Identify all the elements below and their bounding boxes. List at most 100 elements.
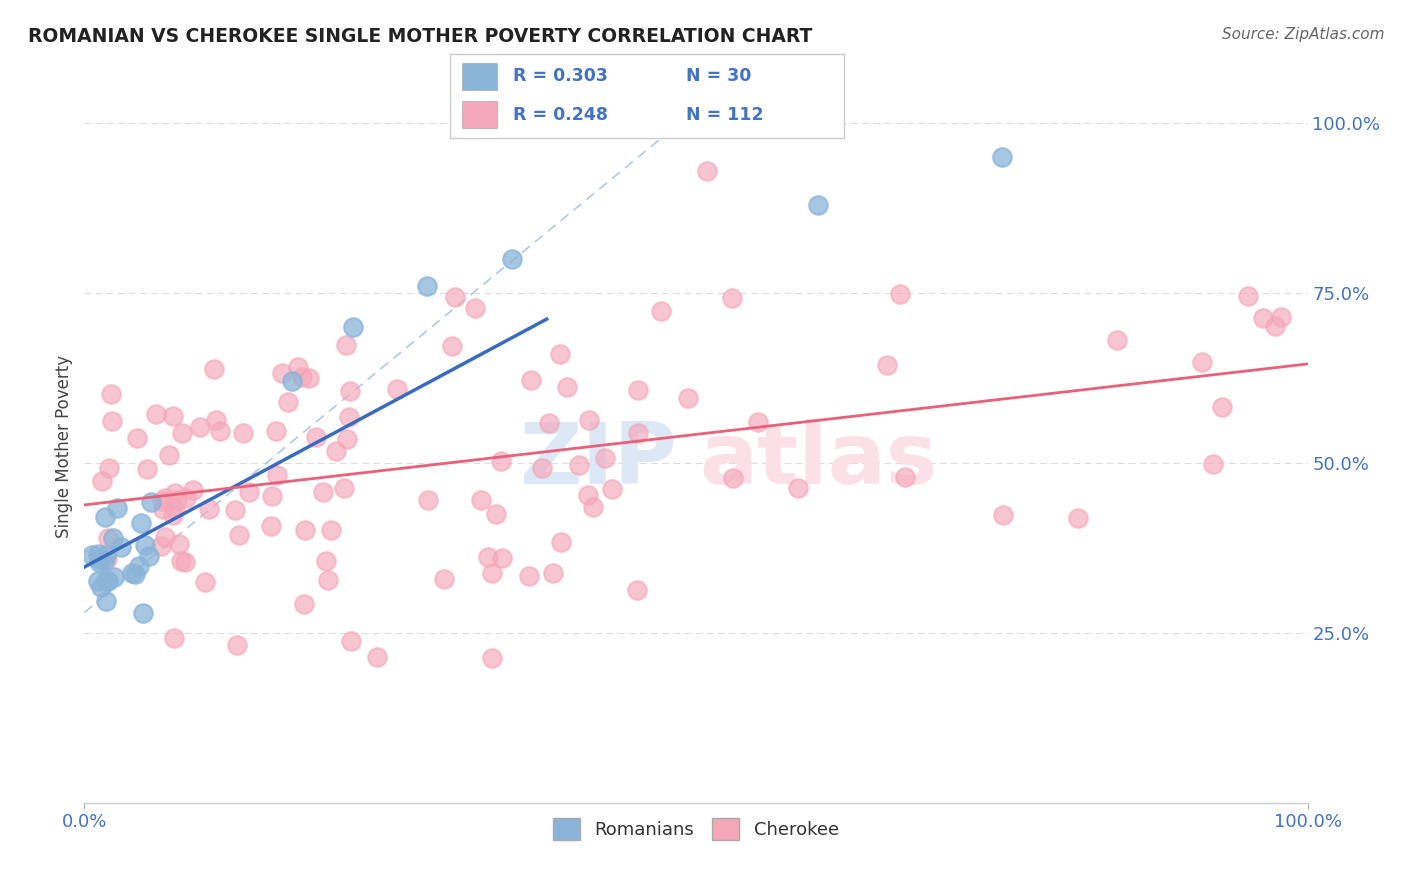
Point — [94, 594, 117, 608]
Point — [470, 492, 492, 507]
Point — [94, 510, 117, 524]
Point — [205, 413, 228, 427]
Point — [98, 461, 121, 475]
Point — [87, 555, 110, 569]
Point — [174, 555, 197, 569]
Point — [163, 502, 186, 516]
Point — [181, 483, 204, 497]
Point — [260, 519, 283, 533]
Point — [537, 417, 560, 431]
Text: R = 0.303: R = 0.303 — [513, 68, 607, 86]
Point — [94, 573, 117, 587]
Point — [695, 164, 717, 178]
Legend: Romanians, Cherokee: Romanians, Cherokee — [546, 811, 846, 847]
Point — [627, 425, 650, 440]
Point — [315, 554, 337, 568]
Point — [747, 415, 769, 429]
Point — [481, 566, 503, 581]
Point — [550, 347, 572, 361]
Point — [1201, 457, 1223, 471]
Bar — [461, 101, 498, 128]
Point — [163, 485, 186, 500]
Point — [135, 461, 157, 475]
Point — [157, 448, 180, 462]
Point — [208, 425, 231, 439]
Point — [162, 409, 184, 423]
Point — [103, 531, 125, 545]
Point — [541, 566, 564, 580]
Point — [807, 198, 830, 212]
Point — [889, 286, 911, 301]
Point — [131, 606, 153, 620]
Point — [139, 495, 162, 509]
Point — [124, 566, 146, 581]
Point — [167, 537, 190, 551]
Point — [281, 375, 304, 389]
Point — [894, 470, 917, 484]
Point — [224, 503, 246, 517]
Point — [150, 494, 173, 508]
Point — [1211, 400, 1233, 414]
Point — [264, 424, 287, 438]
Point — [650, 304, 672, 318]
Point — [325, 443, 347, 458]
Point — [876, 358, 898, 372]
Point — [319, 523, 342, 537]
Point — [266, 468, 288, 483]
Point — [1237, 289, 1260, 303]
Text: N = 112: N = 112 — [686, 105, 763, 123]
Point — [312, 485, 335, 500]
Point — [1066, 510, 1088, 524]
Point — [443, 290, 465, 304]
Text: ROMANIAN VS CHEROKEE SINGLE MOTHER POVERTY CORRELATION CHART: ROMANIAN VS CHEROKEE SINGLE MOTHER POVER… — [28, 27, 813, 45]
Point — [260, 489, 283, 503]
Point — [93, 554, 115, 568]
Text: R = 0.248: R = 0.248 — [513, 105, 607, 123]
Text: N = 30: N = 30 — [686, 68, 751, 86]
Point — [576, 488, 599, 502]
Point — [97, 531, 120, 545]
Point — [225, 639, 247, 653]
Point — [194, 574, 217, 589]
Point — [86, 547, 108, 561]
Point — [105, 501, 128, 516]
Point — [170, 554, 193, 568]
Point — [90, 580, 112, 594]
Point — [94, 548, 117, 562]
Point — [89, 552, 111, 566]
Point — [172, 426, 194, 441]
Point — [121, 566, 143, 580]
Point — [721, 471, 744, 485]
Point — [720, 291, 742, 305]
Point — [100, 387, 122, 401]
Text: atlas: atlas — [699, 418, 938, 502]
Point — [277, 395, 299, 409]
Point — [305, 430, 328, 444]
Point — [198, 501, 221, 516]
Point — [581, 500, 603, 515]
Point — [298, 371, 321, 385]
Point — [149, 539, 172, 553]
Point — [110, 541, 132, 555]
Point — [232, 425, 254, 440]
Point — [202, 362, 225, 376]
Point — [595, 450, 617, 465]
Point — [128, 558, 150, 573]
Point — [290, 370, 312, 384]
Point — [138, 549, 160, 564]
Bar — [461, 62, 498, 90]
Point — [292, 597, 315, 611]
Point — [134, 538, 156, 552]
Point — [129, 516, 152, 530]
Point — [441, 339, 464, 353]
Point — [91, 474, 114, 488]
Text: ZIP: ZIP — [519, 418, 676, 502]
Point — [1263, 318, 1285, 333]
Point — [502, 252, 524, 266]
Point — [97, 574, 120, 588]
Point — [1270, 310, 1292, 324]
Point — [228, 528, 250, 542]
Point — [676, 391, 699, 405]
Point — [153, 529, 176, 543]
Point — [568, 458, 591, 472]
